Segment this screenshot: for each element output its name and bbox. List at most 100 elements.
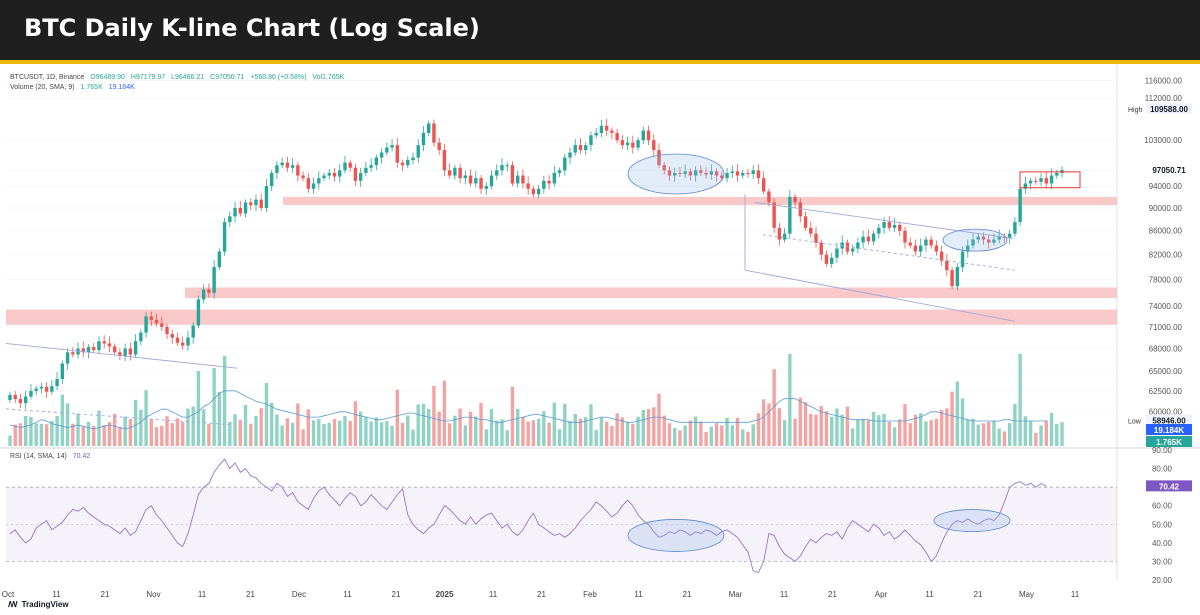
volume-bar (699, 421, 703, 446)
time-tick-label: 11 (780, 590, 789, 599)
candle-body (133, 341, 138, 355)
candle-body (280, 162, 284, 166)
high-badge-label: High (1128, 107, 1143, 114)
volume-bar (683, 425, 687, 446)
volume-bar (317, 419, 321, 446)
volume-bar (751, 424, 755, 446)
candle-body (939, 251, 944, 261)
high-badge-bg (1146, 103, 1192, 115)
candle-body (683, 171, 687, 174)
zone-layer (6, 196, 1117, 325)
volume-bar (296, 403, 300, 446)
volume-bar (128, 418, 133, 446)
candle-body (18, 398, 23, 404)
time-tick-label: Oct (2, 590, 15, 599)
candle-body (107, 343, 112, 347)
volume-bar (468, 411, 473, 446)
candle-body (233, 207, 237, 217)
volume-bar (65, 403, 70, 446)
candle-body (1028, 180, 1033, 184)
volume-bar (406, 415, 410, 446)
low-value: L96466.21 (171, 74, 205, 81)
candle-body (646, 130, 651, 141)
volume-bar (416, 404, 420, 446)
volume-bar (348, 420, 352, 446)
channel-mid-line (762, 234, 1016, 271)
candle-body (306, 178, 311, 189)
price-tick-label: 71000.00 (1149, 323, 1183, 332)
volume-current-badge-bg (1146, 436, 1192, 447)
candle-body (358, 172, 363, 181)
volume-bar (50, 420, 54, 446)
candle-body (311, 183, 316, 189)
volume-bar (987, 421, 991, 446)
volume-bar (746, 431, 750, 446)
volume-bar (275, 414, 279, 446)
candle-body (196, 299, 201, 326)
candle-body (86, 347, 91, 353)
time-tick-label: 21 (537, 590, 546, 599)
candle-body (118, 352, 122, 357)
volume-bar (741, 429, 745, 446)
volume-bar (777, 408, 782, 446)
volume-bar (55, 415, 59, 446)
candle-body (720, 175, 724, 179)
candle-body (578, 145, 583, 151)
volume-bar (149, 419, 154, 446)
volume-bar (170, 423, 174, 446)
candle-body (746, 172, 750, 174)
volume-bar (850, 428, 855, 446)
candle-body (866, 236, 871, 242)
volume-bar (259, 408, 263, 446)
candle-body (835, 248, 839, 258)
candle-body (505, 165, 509, 167)
candle-body (489, 175, 494, 187)
candle-body (625, 142, 630, 146)
candle-body (887, 222, 891, 228)
candle-body (254, 199, 258, 206)
volume-bar (301, 429, 305, 446)
volume-bar (992, 420, 996, 446)
support-zone-upper (185, 287, 1117, 299)
rsi-line (9, 458, 1047, 574)
volume-value-1: 1.765K (80, 84, 103, 91)
volume-bar (432, 385, 436, 446)
volume-bar (233, 414, 237, 446)
candle-body (521, 175, 525, 184)
volume-bar (714, 423, 719, 446)
volume-bar (207, 423, 211, 446)
rsi-tick-label: 60.00 (1152, 502, 1173, 511)
volume-bar (495, 420, 499, 446)
volume-value-2: 19.184K (108, 84, 135, 91)
volume-bar (29, 416, 33, 446)
volume-bar (678, 430, 682, 446)
volume-bar (196, 371, 201, 446)
candle-body (1007, 233, 1012, 238)
volume-bar (18, 423, 23, 446)
volume-bar (939, 410, 944, 446)
page-title: BTC Daily K-line Chart (Log Scale) (24, 14, 480, 42)
volume-bar (631, 423, 635, 446)
candle-body (170, 334, 174, 338)
candle-body (997, 236, 1001, 240)
volume-sma-line (9, 390, 1047, 430)
chart-area[interactable]: BTCUSDT, 1D, Binance O96489.90 H97179.97… (0, 64, 1200, 615)
volume-bar (358, 411, 363, 446)
symbol-legend: BTCUSDT, 1D, Binance O96489.90 H97179.97… (10, 74, 348, 81)
volume-bar (107, 422, 112, 446)
candle-body (264, 186, 269, 208)
candle-body (924, 239, 928, 246)
candle-body (809, 227, 813, 234)
candle-body (222, 222, 227, 252)
candle-body (772, 202, 776, 228)
candle-body (343, 162, 347, 171)
volume-bar (536, 418, 541, 446)
volume-bar (819, 406, 823, 446)
volume-bar (882, 413, 886, 446)
volume-bar (280, 425, 284, 446)
volume-bar (353, 401, 358, 446)
price-tick-label: 60000.00 (1149, 407, 1183, 416)
time-tick-label: 11 (198, 590, 207, 599)
rsi-legend: RSI (14, SMA, 14) 70.42 (10, 453, 94, 460)
candlestick-chart[interactable]: 116000.00112000.00103000.0097000.0094000… (0, 64, 1200, 600)
